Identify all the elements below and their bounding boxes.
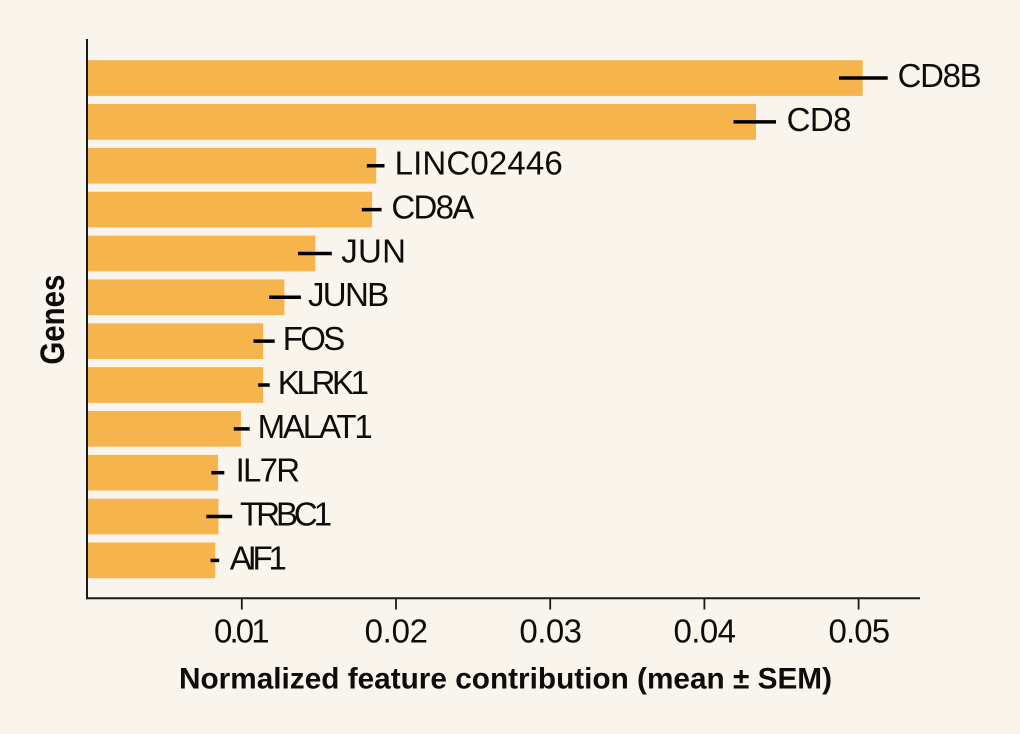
svg-text:0.02: 0.02 [365,612,428,649]
svg-text:AIF1: AIF1 [230,539,287,576]
svg-text:IL7R: IL7R [236,452,301,489]
svg-text:Normalized feature contributio: Normalized feature contribution (mean ± … [179,663,832,696]
svg-text:0.03: 0.03 [519,612,582,649]
svg-text:MALAT1: MALAT1 [258,408,373,445]
svg-text:CD8: CD8 [787,101,852,138]
svg-text:KLRK1: KLRK1 [278,364,369,401]
svg-text:0.05: 0.05 [828,612,890,649]
svg-text:FOS: FOS [283,320,346,357]
svg-text:Genes: Genes [34,275,72,365]
svg-text:JUN: JUN [341,232,406,269]
svg-text:JUNB: JUNB [308,276,389,313]
svg-text:0.04: 0.04 [673,612,736,649]
svg-text:CD8B: CD8B [898,57,982,94]
svg-text:0.01: 0.01 [214,612,270,649]
svg-text:LINC02446: LINC02446 [395,145,563,182]
svg-text:TRBC1: TRBC1 [240,495,332,532]
svg-text:CD8A: CD8A [391,189,474,226]
